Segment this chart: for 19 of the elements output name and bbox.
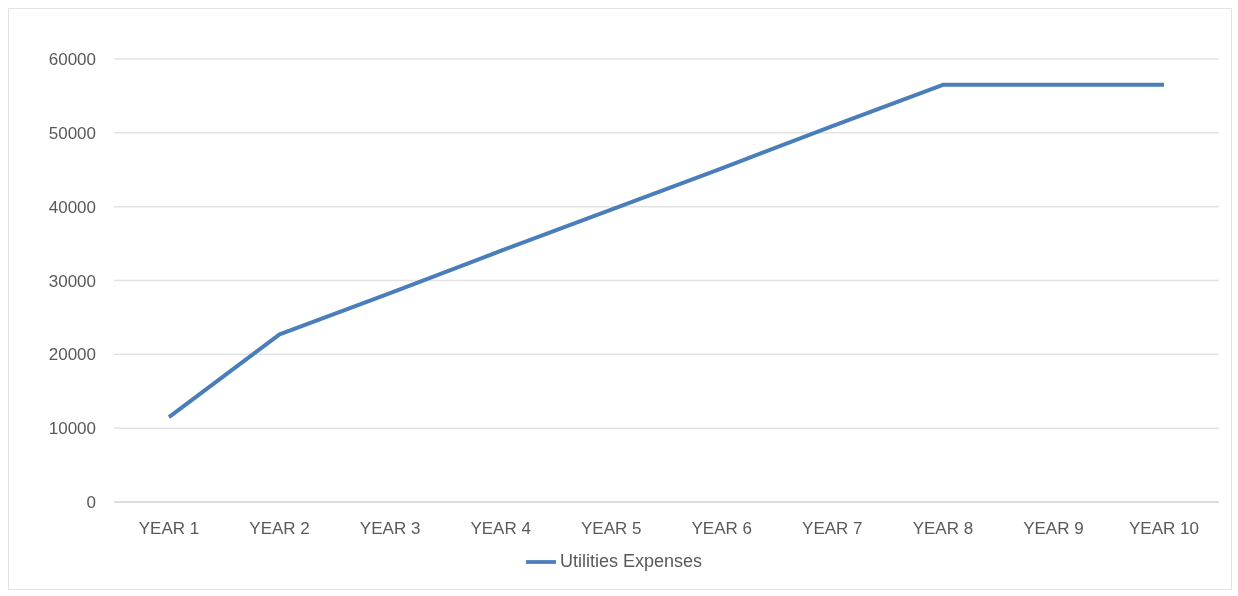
x-tick-label: YEAR 4: [470, 519, 531, 539]
legend-label: Utilities Expenses: [559, 550, 703, 571]
y-tick-label: 60000: [48, 50, 96, 70]
x-tick-label: YEAR 2: [249, 519, 310, 539]
y-tick-label: 50000: [48, 123, 96, 143]
x-tick-label: YEAR 9: [1023, 519, 1084, 539]
line-series: [167, 82, 1166, 420]
y-tick-label: 0: [86, 493, 96, 513]
x-tick-label: YEAR 1: [138, 519, 200, 539]
y-tick-label: 40000: [48, 197, 96, 217]
x-tick-label: YEAR 6: [691, 519, 753, 539]
x-tick-label: YEAR 5: [580, 519, 642, 539]
x-tick-label: YEAR 8: [912, 519, 974, 539]
y-tick-label: 30000: [48, 271, 96, 291]
x-tick-label: YEAR 3: [359, 519, 421, 539]
y-tick-label: 10000: [48, 419, 96, 439]
y-tick-label: 20000: [48, 345, 96, 365]
x-tick-label: YEAR 7: [802, 519, 863, 539]
x-tick-label: YEAR 10: [1129, 519, 1199, 539]
